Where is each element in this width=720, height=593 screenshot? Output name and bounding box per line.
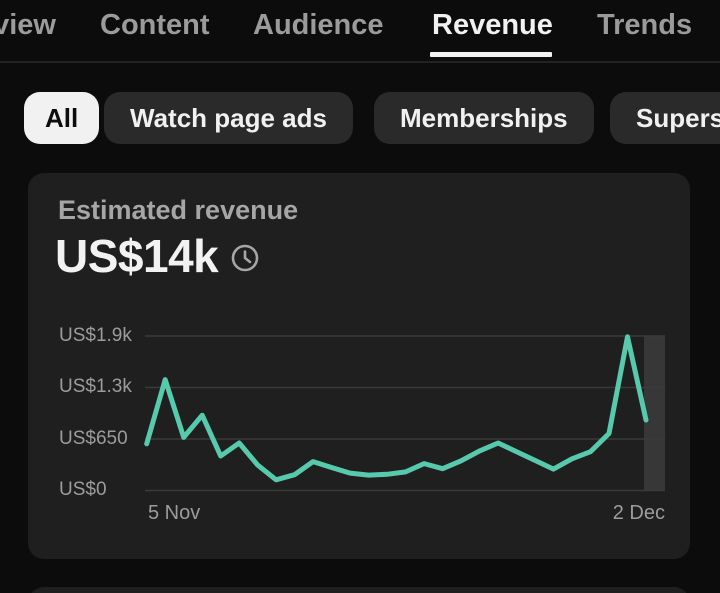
chip-all[interactable]: All: [24, 92, 100, 144]
x-axis-first-label: 5 Nov: [148, 502, 201, 524]
revenue-total-value: US$14k: [55, 230, 219, 282]
clock-icon: [231, 244, 259, 272]
chart-highlight-band: [644, 336, 665, 491]
y-axis-tick: US$1.9k: [59, 325, 132, 346]
y-axis-tick: US$0: [59, 479, 107, 500]
tab-revenue[interactable]: Revenue: [432, 9, 553, 41]
revenue-series-line: [144, 334, 649, 483]
y-axis-tick: US$650: [59, 428, 128, 449]
active-tab-underline: [430, 52, 552, 57]
y-axis-tick: US$1.3k: [59, 376, 132, 397]
card-value-row: US$14k: [55, 229, 260, 283]
next-card-partial[interactable]: [28, 587, 690, 593]
revenue-filter-chips: All Watch page ads Memberships Supers: [0, 92, 720, 144]
analytics-tab-bar: Overview Content Audience Revenue Trends: [0, 0, 720, 63]
x-axis-last-label: 2 Dec: [612, 502, 665, 524]
revenue-line-chart: [144, 334, 665, 492]
tab-trends[interactable]: Trends: [597, 9, 693, 41]
card-title: Estimated revenue: [58, 195, 299, 225]
estimated-revenue-card[interactable]: Estimated revenue US$14k US$1.9k US$1.3k…: [28, 173, 690, 559]
chip-watch-page-ads[interactable]: Watch page ads: [104, 92, 353, 144]
chip-memberships[interactable]: Memberships: [374, 92, 594, 144]
tab-overview[interactable]: Overview: [0, 9, 56, 42]
tab-content[interactable]: Content: [100, 9, 210, 41]
chip-supers[interactable]: Supers: [610, 92, 720, 144]
chart-gridlines: [145, 335, 665, 492]
tab-audience[interactable]: Audience: [253, 9, 384, 41]
